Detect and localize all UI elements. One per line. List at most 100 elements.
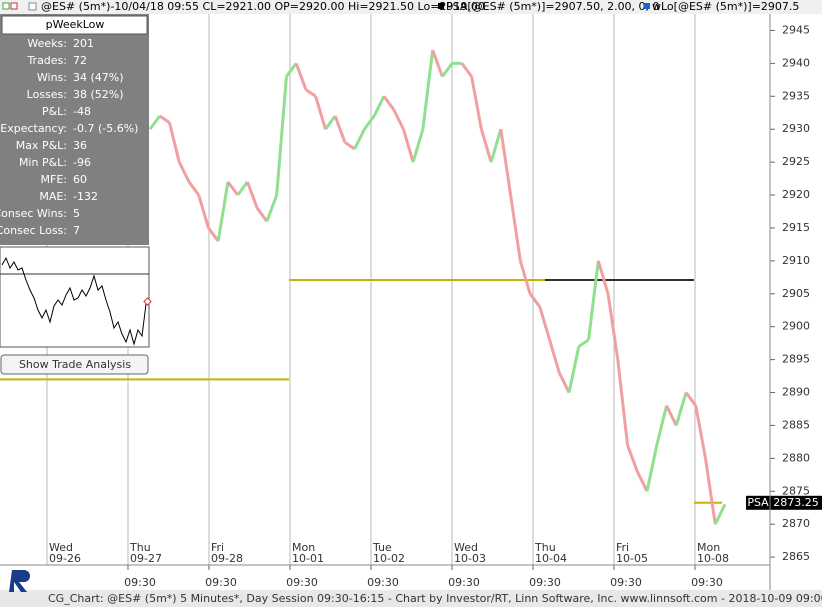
quote-text: @ES# (5m*)-10/04/18 09:55 CL=2921.00 OP=…	[41, 0, 485, 13]
checkbox[interactable]	[28, 2, 37, 11]
price-tag	[770, 495, 822, 510]
x-time-label: 09:30	[610, 576, 642, 589]
x-day-label: Thu	[534, 541, 556, 554]
price-segment	[518, 260, 532, 295]
stat-label: Expectancy:	[0, 122, 67, 135]
price-segment	[294, 62, 308, 91]
price-segment	[421, 50, 435, 130]
x-day-label: Wed	[49, 541, 73, 554]
x-day-label: Fri	[616, 541, 629, 554]
price-segment	[265, 194, 279, 222]
price-segment	[557, 372, 571, 394]
price-segment	[363, 115, 376, 131]
y-tick-label: 2870	[782, 517, 810, 530]
price-segment	[333, 115, 347, 143]
psa-text: PSA[@ES# (5m*)]=2907.50, 2.00, 0, 0	[446, 0, 660, 13]
stat-value: 34 (47%)	[73, 71, 124, 84]
stats-panel: pWeekLow Show Trade Analysis Weeks: 201 Tr…	[0, 14, 152, 375]
price-segment	[411, 128, 425, 163]
price-segment	[216, 181, 230, 242]
stat-label: Consec Wins:	[0, 207, 67, 220]
stat-label: MAE:	[39, 190, 67, 203]
x-date-label: 10-04	[535, 552, 567, 565]
y-tick-label: 2925	[782, 155, 810, 168]
y-tick-label: 2880	[782, 451, 810, 464]
legend-swatch	[644, 3, 650, 9]
x-day-label: Thu	[129, 541, 151, 554]
price-segment	[285, 62, 298, 78]
y-tick-label: 2865	[782, 550, 810, 563]
price-segment	[606, 293, 620, 360]
legend-swatch	[438, 3, 444, 9]
stat-value: 72	[73, 54, 87, 67]
stat-value: -48	[73, 105, 91, 118]
stat-value: 201	[73, 37, 94, 50]
x-time-label: 09:30	[691, 576, 723, 589]
stat-label: Wins:	[37, 71, 67, 84]
price-segment	[382, 95, 395, 111]
x-date-label: 09-27	[130, 552, 162, 565]
psa-tag	[746, 495, 770, 510]
stat-label: Losses:	[27, 88, 67, 101]
stat-value: -132	[73, 190, 98, 203]
stat-value: 38 (52%)	[73, 88, 124, 101]
panel-bg	[0, 14, 149, 245]
price-segment	[353, 128, 366, 150]
button-label[interactable]: Show Trade Analysis	[19, 358, 131, 371]
price-segment	[499, 128, 513, 196]
price-segment	[645, 444, 659, 492]
stat-value: 60	[73, 173, 87, 186]
x-date-label: 10-08	[697, 552, 729, 565]
price-segment	[684, 391, 697, 407]
y-tick-label: 2930	[782, 122, 810, 135]
price-segment	[168, 122, 181, 163]
price-segment	[587, 260, 600, 341]
price-segment	[567, 346, 581, 393]
price-segment	[148, 115, 161, 131]
price-segment	[470, 76, 483, 130]
price-segment	[392, 108, 405, 130]
panel-title-box	[1, 15, 148, 35]
price-segment	[305, 88, 317, 98]
price-segment	[548, 339, 561, 374]
stat-label: Max P&L:	[16, 139, 67, 152]
price-segment	[528, 292, 542, 308]
y-tick-label: 2920	[782, 188, 810, 201]
footer-text: CG_Chart: @ES# (5m*) 5 Minutes*, Day Ses…	[48, 592, 822, 605]
stat-label: Min P&L:	[19, 156, 67, 169]
footer-bar	[0, 590, 822, 607]
x-time-label: 09:30	[286, 576, 318, 589]
window-icon[interactable]	[2, 2, 10, 10]
price-segment	[255, 207, 269, 223]
equity-marker	[143, 297, 152, 306]
x-day-label: Wed	[454, 541, 478, 554]
stat-label: Consec Loss:	[0, 224, 67, 237]
x-date-label: 09-26	[49, 552, 81, 565]
price-segment	[655, 405, 668, 446]
window-icon[interactable]	[10, 2, 18, 10]
price-segment	[187, 180, 200, 196]
price-segment	[275, 76, 288, 196]
stat-label: P&L:	[42, 105, 67, 118]
price-segment	[226, 180, 239, 196]
price-value: 2873.25	[773, 496, 819, 509]
stat-value: 36	[73, 139, 87, 152]
price-segment	[197, 194, 210, 229]
price-segment	[207, 227, 220, 243]
logo	[9, 570, 30, 592]
x-day-label: Mon	[697, 541, 720, 554]
stat-label: Weeks:	[27, 37, 67, 50]
price-segment	[479, 128, 493, 163]
price-segment	[665, 405, 678, 427]
stat-label: MFE:	[41, 173, 67, 186]
price-segment	[509, 194, 522, 262]
y-tick-label: 2935	[782, 89, 810, 102]
x-time-label: 09:30	[205, 576, 237, 589]
price-segment	[177, 161, 191, 183]
y-tick-label: 2900	[782, 320, 810, 333]
stat-value: -0.7 (-5.6%)	[73, 122, 138, 135]
show-trade-analysis-button[interactable]	[0, 354, 149, 375]
wlo-text: wLo[@ES# (5m*)]=2907.5	[652, 0, 799, 13]
y-tick-label: 2890	[782, 386, 810, 399]
psa-name: PSA	[747, 496, 769, 509]
